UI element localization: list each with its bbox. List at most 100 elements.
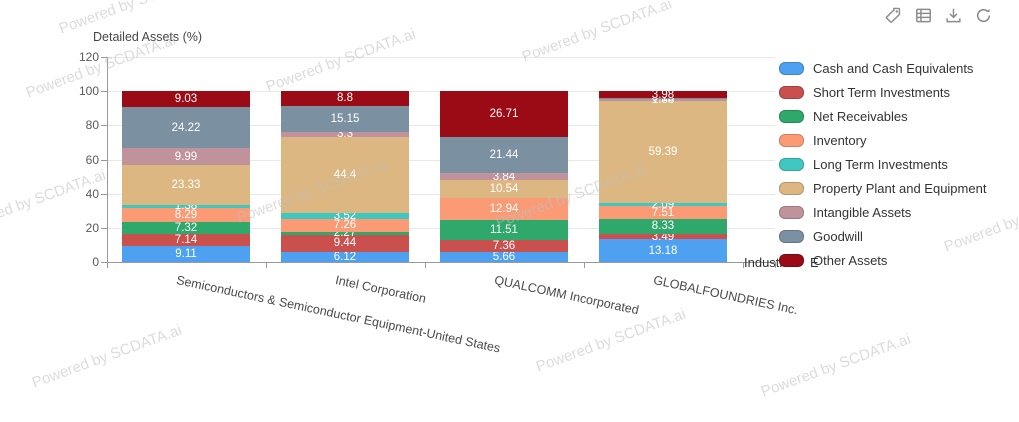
bar-segment-value: 7.51 <box>651 206 675 219</box>
y-axis-tick <box>101 262 107 263</box>
legend-item[interactable]: Property Plant and Equipment <box>779 176 986 200</box>
x-axis-tick <box>266 262 267 268</box>
refresh-icon[interactable] <box>974 6 993 25</box>
y-axis-tick <box>101 125 107 127</box>
y-axis-tick-label: 80 <box>85 118 99 133</box>
legend-item[interactable]: Intangible Assets <box>779 200 911 224</box>
chart-title: Detailed Assets (%) <box>93 30 203 44</box>
x-axis-tick <box>775 262 776 268</box>
bar-segment-value: 9.03 <box>174 93 198 106</box>
legend-label: Long Term Investments <box>813 156 948 172</box>
legend-swatch <box>779 229 804 243</box>
legend-label: Intangible Assets <box>813 204 912 220</box>
bar-segment-value: 7.26 <box>333 219 357 232</box>
bar-segment-value: 8.8 <box>337 92 353 105</box>
y-axis-tick-label: 0 <box>92 255 99 269</box>
bar-segment[interactable]: 8.8 <box>281 90 409 106</box>
y-axis-tick <box>101 193 107 195</box>
bar-segment[interactable]: 7.51 <box>599 206 727 220</box>
y-axis-tick-label: 120 <box>78 50 99 64</box>
bar-segment[interactable]: 7.32 <box>122 221 250 235</box>
table-view-icon[interactable] <box>914 6 933 25</box>
legend-swatch <box>779 253 804 267</box>
bar-segment-value: 12.94 <box>489 203 519 216</box>
bar-segment-value: 9.44 <box>333 237 357 250</box>
bar-segment-value: 10.54 <box>489 182 519 195</box>
watermark-text: Powered by SCDATA.ai <box>29 321 184 392</box>
legend-item[interactable]: Other Assets <box>779 248 887 272</box>
y-axis-tick <box>101 91 107 93</box>
bar-segment[interactable]: 26.71 <box>440 91 568 137</box>
bar-segment[interactable]: 15.15 <box>281 105 409 132</box>
bar-segment[interactable]: 3.84 <box>440 170 568 183</box>
x-axis-tick <box>584 262 585 268</box>
bar-segment[interactable]: 8.29 <box>122 207 250 222</box>
legend-label: Short Term Investments <box>813 84 951 100</box>
bar-segment[interactable]: 5.66 <box>440 251 568 263</box>
bar-segment-value: 9.11 <box>175 248 197 261</box>
legend-item[interactable]: Goodwill <box>779 224 863 248</box>
bar-segment[interactable]: 9.11 <box>122 246 250 262</box>
bar-segment[interactable]: 24.22 <box>122 106 250 149</box>
bar-segment-value: 3.98 <box>651 88 675 101</box>
bar-segment-value: 8.29 <box>174 208 198 221</box>
bar-segment[interactable]: 8.33 <box>599 219 727 234</box>
bar-segment[interactable]: 3.49 <box>599 230 727 243</box>
bar-segment-value: 26.71 <box>489 107 519 120</box>
bar-segment-value: 3.84 <box>492 170 516 183</box>
bar-segment-value: 3.49 <box>651 230 675 243</box>
y-axis-tick-label: 20 <box>85 220 99 235</box>
bar-segment[interactable]: 23.33 <box>122 165 250 206</box>
legend-item[interactable]: Cash and Cash Equivalents <box>779 56 973 80</box>
bar-segment[interactable]: 7.14 <box>122 234 250 247</box>
bar-segment[interactable]: 2.27 <box>281 227 409 239</box>
bar-segment-value: 24.22 <box>171 121 201 134</box>
bar-segment[interactable]: 9.03 <box>122 91 250 107</box>
bar-segment[interactable]: 3.52 <box>281 210 409 223</box>
bar-segment[interactable]: 11.51 <box>440 220 568 240</box>
x-axis-tick <box>743 262 744 268</box>
legend-swatch <box>779 85 804 99</box>
tag-icon[interactable] <box>884 6 903 25</box>
legend-swatch <box>779 205 804 219</box>
gridline <box>107 57 775 58</box>
legend-item[interactable]: Inventory <box>779 128 866 152</box>
legend-label: Property Plant and Equipment <box>813 180 987 196</box>
legend-item[interactable]: Short Term Investments <box>779 80 950 104</box>
bar-segment[interactable]: 3.3 <box>281 128 409 140</box>
legend-item[interactable]: Long Term Investments <box>779 152 948 176</box>
legend-label: Net Receivables <box>813 108 908 124</box>
legend-item[interactable]: Net Receivables <box>779 104 908 128</box>
bar-segment[interactable]: 2.09 <box>599 199 727 211</box>
bar-segment[interactable]: 12.94 <box>440 197 568 221</box>
partial-hidden-text-fragment: E <box>810 255 819 270</box>
legend-label: Goodwill <box>813 228 863 244</box>
bar-segment[interactable]: 7.26 <box>281 219 409 232</box>
bar-segment[interactable]: 10.54 <box>440 179 568 198</box>
bar-segment[interactable]: 59.39 <box>599 101 727 203</box>
x-axis-category-label: QUALCOMM Incorporated <box>493 273 641 318</box>
bar-segment[interactable]: 6.12 <box>281 250 409 263</box>
watermark-text: Powered by SCDATA.ai <box>758 330 913 401</box>
bar-segment[interactable]: 9.99 <box>122 148 250 166</box>
download-icon[interactable] <box>944 6 963 25</box>
y-axis-tick-label: 60 <box>85 152 99 167</box>
legend-swatch <box>779 157 804 171</box>
x-axis-tick <box>107 262 108 268</box>
bar-segment-value: 6.12 <box>333 250 357 263</box>
bar-segment[interactable]: 13.18 <box>599 239 727 262</box>
x-axis-category-label: GLOBALFOUNDRIES Inc. <box>652 273 800 318</box>
y-axis-tick <box>101 159 107 161</box>
bar-segment[interactable]: 9.44 <box>281 235 409 252</box>
y-axis-tick <box>101 227 107 229</box>
bar-segment[interactable]: 1.38 <box>122 200 250 212</box>
bar-segment-value: 3.52 <box>333 210 357 223</box>
bar-segment[interactable]: 7.36 <box>440 239 568 253</box>
watermark-text: Powered by SCDATA.ai <box>533 305 688 376</box>
bar-segment[interactable]: 44.4 <box>281 137 409 214</box>
bar-segment[interactable]: 3.98 <box>599 88 727 101</box>
legend: Cash and Cash Equivalents Short Term Inve… <box>779 56 1019 276</box>
partial-hidden-text: Industr <box>744 255 784 270</box>
bar-segment[interactable]: 21.44 <box>440 136 568 174</box>
y-axis-tick <box>101 57 107 58</box>
